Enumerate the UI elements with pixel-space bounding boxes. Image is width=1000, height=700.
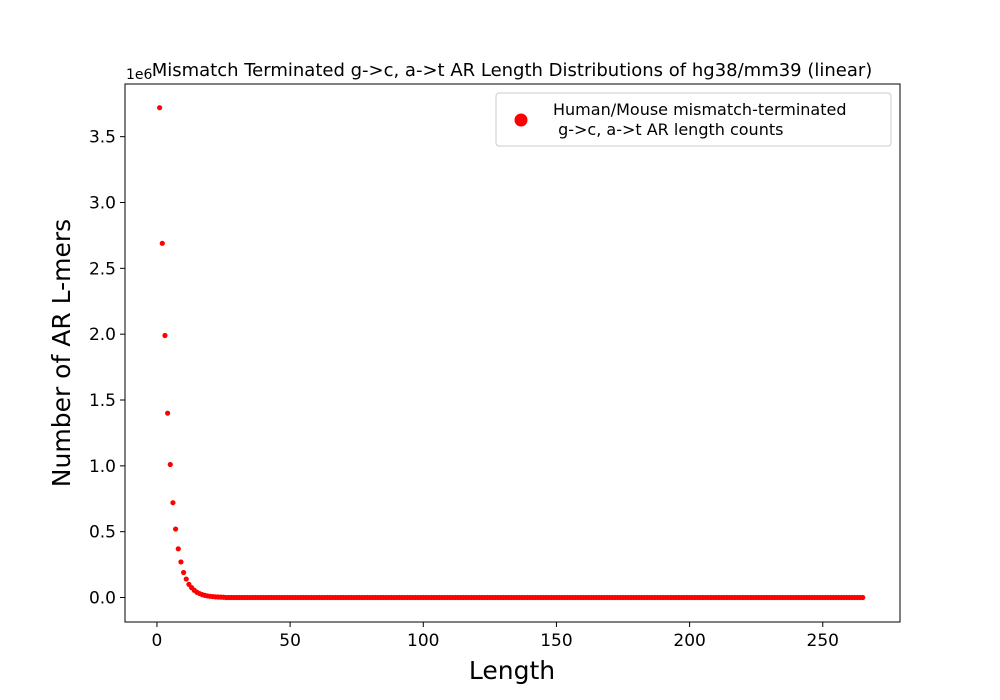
y-tick-label: 3.0 bbox=[89, 194, 116, 214]
axis-ticks-group: 0 50 100 150 200 250 0.0 0.5 1.0 1.5 2.0 2.5 3.0 3.5 bbox=[89, 128, 839, 651]
y-tick-label: 3.5 bbox=[89, 128, 116, 148]
y-tick-label: 1.0 bbox=[89, 457, 116, 477]
legend-label-line: Human/Mouse mismatch-terminated bbox=[553, 100, 847, 119]
y-tick-label: 0.0 bbox=[89, 589, 116, 609]
data-point bbox=[175, 546, 181, 552]
data-point bbox=[157, 105, 163, 111]
y-axis-offset-label: 1e6 bbox=[126, 67, 153, 83]
legend-label-line: g->c, a->t AR length counts bbox=[553, 120, 783, 139]
x-tick-label: 250 bbox=[807, 631, 839, 651]
legend-label: Human/Mouse mismatch-terminated g->c, a-… bbox=[553, 100, 847, 139]
chart-title: Mismatch Terminated g->c, a->t AR Length… bbox=[152, 60, 873, 81]
x-tick-label: 150 bbox=[540, 631, 572, 651]
x-tick-label: 0 bbox=[152, 631, 163, 651]
data-points-group bbox=[157, 105, 866, 601]
data-point bbox=[165, 410, 171, 416]
data-point bbox=[173, 526, 179, 532]
plot-area-frame bbox=[124, 83, 901, 623]
data-point bbox=[170, 500, 176, 506]
data-point bbox=[183, 576, 189, 582]
x-axis-label: Length bbox=[469, 656, 555, 685]
data-point bbox=[178, 559, 184, 565]
x-tick-label: 200 bbox=[673, 631, 705, 651]
legend-box bbox=[495, 92, 892, 147]
legend: Human/Mouse mismatch-terminated g->c, a-… bbox=[495, 92, 892, 147]
data-point bbox=[167, 461, 173, 468]
y-tick-label: 1.5 bbox=[89, 391, 116, 411]
data-point bbox=[180, 569, 187, 576]
y-tick-label: 2.5 bbox=[89, 259, 116, 279]
data-point bbox=[860, 594, 866, 601]
x-tick-label: 100 bbox=[407, 631, 439, 651]
legend-marker bbox=[514, 113, 528, 127]
y-axis-label: Number of AR L-mers bbox=[47, 219, 76, 487]
x-tick-label: 50 bbox=[279, 631, 301, 651]
y-tick-label: 2.0 bbox=[89, 325, 116, 345]
y-tick-label: 0.5 bbox=[89, 523, 116, 543]
data-point bbox=[162, 332, 168, 339]
data-point bbox=[159, 240, 165, 246]
